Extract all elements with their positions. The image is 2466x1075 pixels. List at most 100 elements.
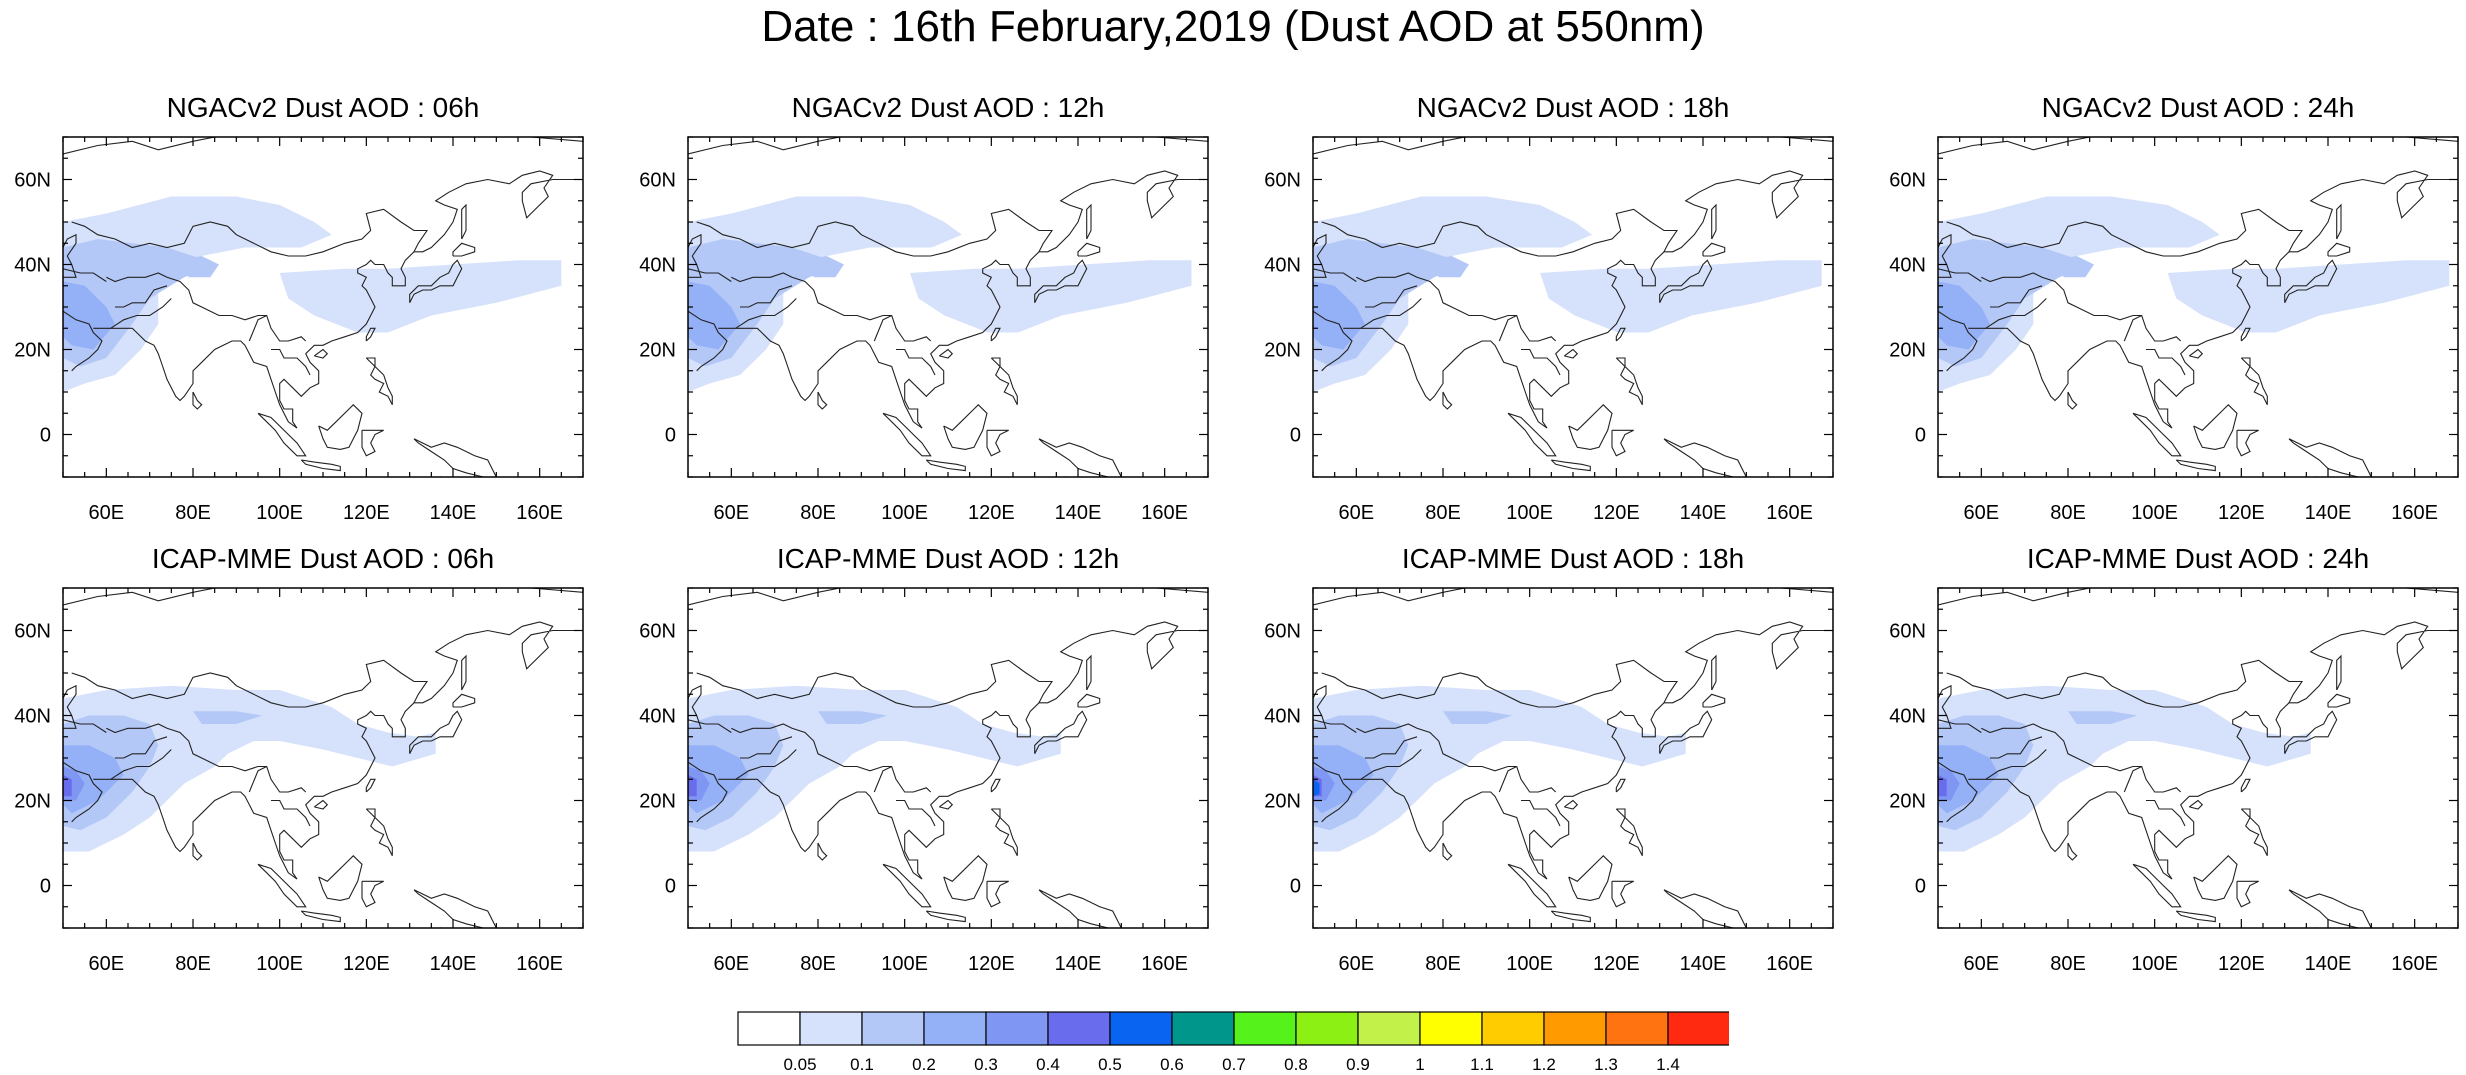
lat-tick-label: 0 (1915, 425, 1926, 447)
coastline (2311, 476, 2316, 477)
coastline (1615, 357, 1643, 406)
lon-tick-label: 120E (1593, 953, 1640, 975)
lon-tick-label: 140E (2305, 953, 2352, 975)
coastline (361, 880, 384, 908)
lon-tick-label: 60E (1964, 953, 2000, 975)
lon-tick-label: 120E (968, 502, 1015, 524)
colorbar-label: 0.6 (1160, 1055, 1184, 1074)
coastline (2311, 927, 2316, 928)
lon-tick-label: 140E (430, 953, 477, 975)
coastline (1360, 298, 1422, 329)
lon-tick-label: 140E (1055, 953, 1102, 975)
dust-aod-shading (2167, 260, 2450, 333)
coastline (990, 778, 1001, 793)
coastline (1985, 298, 2047, 329)
dust-aod-shading (180, 256, 219, 278)
lat-tick-label: 60N (14, 621, 51, 643)
coastline (93, 170, 583, 429)
coastline (1990, 285, 2043, 308)
lon-tick-label: 100E (881, 502, 928, 524)
panel-title: ICAP-MME Dust AOD : 24h (2026, 543, 2370, 574)
lon-tick-label: 60E (1339, 953, 1375, 975)
coastline (2067, 391, 2078, 410)
coastline (192, 391, 203, 410)
coastline (2240, 357, 2268, 406)
coastline (1563, 348, 1579, 359)
lon-tick-label: 140E (2305, 502, 2352, 524)
coastline (1946, 208, 2304, 257)
coastline (63, 684, 77, 729)
panel-title: NGACv2 Dust AOD : 18h (1416, 92, 1730, 123)
dust-aod-shading (1313, 281, 1365, 350)
coastline (63, 310, 103, 372)
lat-tick-label: 60N (1889, 170, 1926, 192)
coastline (1034, 259, 1088, 304)
colorbar-swatch (737, 1011, 801, 1046)
coastline (63, 588, 218, 606)
lon-tick-label: 140E (430, 502, 477, 524)
lon-tick-label: 100E (1506, 953, 1553, 975)
colorbar-label: 0.7 (1222, 1055, 1246, 1074)
coastline (1086, 654, 1092, 691)
coastline (409, 259, 463, 304)
coastline (1313, 268, 1357, 282)
lon-tick-label: 160E (2391, 502, 2438, 524)
lon-tick-label: 80E (800, 502, 836, 524)
dust-aod-shading (688, 281, 740, 350)
coastline (1946, 659, 2304, 708)
lat-tick-label: 40N (639, 706, 676, 728)
coastline (452, 242, 476, 257)
coastline (938, 348, 954, 359)
coastline (2284, 710, 2338, 755)
coastline (2123, 766, 2142, 793)
lon-tick-label: 100E (1506, 502, 1553, 524)
dust-aod-shading (688, 775, 697, 797)
lon-tick-label: 60E (89, 953, 125, 975)
coastline (71, 659, 429, 708)
lat-tick-label: 60N (1264, 621, 1301, 643)
coastline (882, 412, 932, 457)
dust-aod-shading (63, 281, 115, 350)
coastline (718, 621, 1208, 880)
coastline (313, 799, 329, 810)
coastline (718, 170, 1208, 429)
lat-tick-label: 40N (639, 255, 676, 277)
coastline (413, 889, 497, 928)
coastline (436, 927, 441, 928)
colorbar-label: 1.2 (1532, 1055, 1556, 1074)
coastline (1356, 723, 1557, 793)
dust-aod-shading (1938, 775, 1947, 797)
coastline (1663, 889, 1747, 928)
coastline (2288, 889, 2372, 928)
coastline (2193, 855, 2238, 901)
coastline (1365, 285, 1418, 308)
coastline (1313, 761, 1353, 823)
coastline (1568, 855, 1613, 901)
coastline (1442, 391, 1453, 410)
coastline (688, 588, 843, 606)
colorbar-swatch (1543, 1011, 1607, 1046)
dust-aod-shading (1430, 256, 1469, 278)
coastline (361, 429, 384, 457)
dust-aod-shading (805, 256, 844, 278)
panel-title: NGACv2 Dust AOD : 06h (166, 92, 480, 123)
coastline (1321, 208, 1679, 257)
map-panel: 60E 80E 100E 120E 140E 160E 60N 40N 20N 0 (1264, 136, 1834, 524)
coastline (1702, 242, 1726, 257)
coastline (735, 298, 797, 329)
coastline (1343, 170, 1833, 429)
lon-tick-label: 60E (1339, 502, 1375, 524)
map-panel: 60E 80E 100E 120E 140E 160E 60N 40N 20N 0 (14, 136, 584, 524)
coastline (1061, 476, 1066, 477)
lat-tick-label: 20N (639, 791, 676, 813)
coastline (1611, 880, 1634, 908)
coastline (115, 285, 168, 308)
lon-tick-label: 140E (1680, 502, 1727, 524)
colorbar-label: 1.1 (1470, 1055, 1494, 1074)
coastline (2123, 315, 2142, 342)
map-panel: 60E 80E 100E 120E 140E 160E 60N 40N 20N 0 (1264, 587, 1834, 975)
colorbar-label: 0.1 (850, 1055, 874, 1074)
dust-aod-shading (2055, 256, 2094, 278)
coastline (1615, 808, 1643, 857)
lon-tick-label: 80E (175, 953, 211, 975)
